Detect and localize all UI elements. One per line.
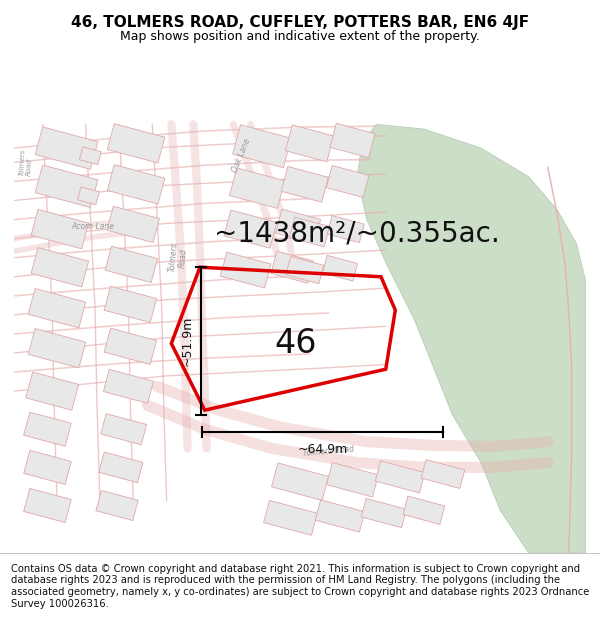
Text: Tolmers Road: Tolmers Road <box>302 444 355 458</box>
Polygon shape <box>105 246 158 282</box>
Text: Contains OS data © Crown copyright and database right 2021. This information is : Contains OS data © Crown copyright and d… <box>11 564 589 609</box>
Polygon shape <box>107 164 165 204</box>
Polygon shape <box>31 209 89 249</box>
Polygon shape <box>315 500 365 532</box>
Polygon shape <box>271 463 329 501</box>
Polygon shape <box>275 209 320 243</box>
Polygon shape <box>330 123 375 158</box>
Polygon shape <box>26 372 79 410</box>
Polygon shape <box>403 496 445 524</box>
Text: Tolmers
Road: Tolmers Road <box>19 149 33 176</box>
Text: Map shows position and indicative extent of the property.: Map shows position and indicative extent… <box>120 30 480 43</box>
Polygon shape <box>23 450 71 484</box>
Polygon shape <box>286 125 334 162</box>
Polygon shape <box>35 165 98 208</box>
Polygon shape <box>79 147 101 164</box>
Polygon shape <box>77 187 100 204</box>
Polygon shape <box>322 256 358 281</box>
Polygon shape <box>220 253 271 288</box>
Polygon shape <box>327 216 364 242</box>
Polygon shape <box>326 462 379 497</box>
Polygon shape <box>326 166 369 198</box>
Polygon shape <box>375 461 425 493</box>
Polygon shape <box>289 217 330 247</box>
Polygon shape <box>99 452 143 482</box>
Polygon shape <box>361 499 407 528</box>
Polygon shape <box>104 328 157 364</box>
Polygon shape <box>31 248 89 287</box>
Polygon shape <box>233 125 291 168</box>
Polygon shape <box>421 459 465 488</box>
Text: Oak Lane: Oak Lane <box>230 138 252 174</box>
Polygon shape <box>104 286 157 322</box>
Polygon shape <box>263 501 317 536</box>
Polygon shape <box>103 369 154 403</box>
Text: ~64.9m: ~64.9m <box>297 442 347 456</box>
Polygon shape <box>229 168 285 208</box>
Polygon shape <box>23 412 71 446</box>
Text: ~51.9m: ~51.9m <box>181 316 194 366</box>
Polygon shape <box>224 210 277 248</box>
Polygon shape <box>271 251 314 283</box>
Text: 46: 46 <box>274 327 316 360</box>
Polygon shape <box>28 329 86 368</box>
Polygon shape <box>107 206 160 242</box>
Text: Tolmers
Road: Tolmers Road <box>167 242 188 273</box>
Polygon shape <box>107 124 165 163</box>
Polygon shape <box>101 414 146 445</box>
Text: ~1438m²/~0.355ac.: ~1438m²/~0.355ac. <box>214 220 500 248</box>
Polygon shape <box>28 289 86 328</box>
Polygon shape <box>35 127 98 169</box>
Text: Acorn Lane: Acorn Lane <box>71 222 114 231</box>
Polygon shape <box>23 488 71 522</box>
Polygon shape <box>281 166 328 202</box>
Polygon shape <box>286 256 324 284</box>
Polygon shape <box>357 124 586 553</box>
Text: 46, TOLMERS ROAD, CUFFLEY, POTTERS BAR, EN6 4JF: 46, TOLMERS ROAD, CUFFLEY, POTTERS BAR, … <box>71 15 529 30</box>
Polygon shape <box>96 491 138 521</box>
